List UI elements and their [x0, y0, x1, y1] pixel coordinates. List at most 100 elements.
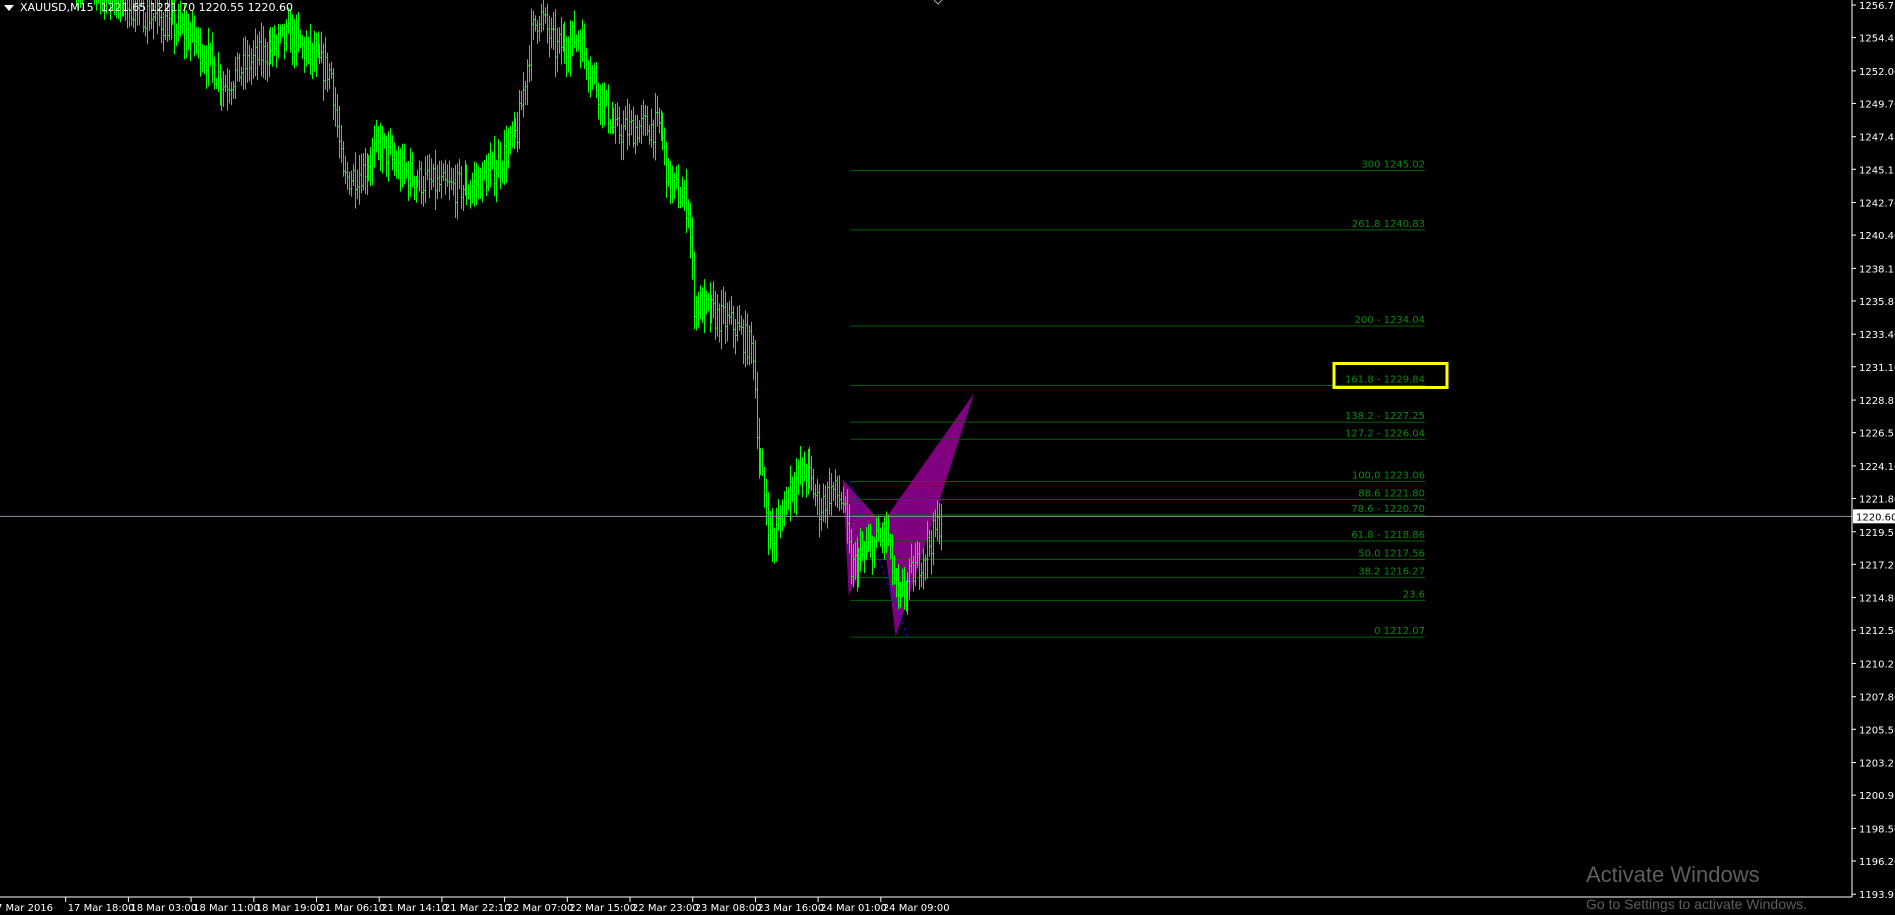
ohlc-bar	[497, 139, 500, 178]
ohlc-bar	[730, 295, 733, 325]
fib-level-label: 61.8 - 1218.86	[1351, 530, 1425, 541]
ohlc-bar	[669, 160, 672, 204]
ohlc-bar	[467, 184, 470, 200]
ohlc-bar	[528, 45, 531, 83]
ohlc-bar	[505, 125, 508, 183]
fib-level-label: 161.8 - 1229.84	[1345, 374, 1425, 385]
ohlc-bar	[177, 3, 180, 42]
ohlc-bar	[307, 36, 310, 65]
ohlc-bar	[714, 290, 717, 340]
ohlc-bar	[646, 105, 649, 136]
ohlc-bar	[293, 18, 296, 69]
ohlc-bar	[589, 56, 592, 98]
ohlc-bar	[162, 11, 165, 52]
ohlc-bar	[675, 165, 678, 190]
ohlc-bar	[546, 3, 549, 44]
ohlc-bar	[520, 90, 523, 111]
ohlc-bar	[618, 106, 621, 145]
ohlc-bar	[191, 9, 194, 43]
price-axis-label: 1249.76	[1859, 99, 1895, 110]
ohlc-bar	[803, 451, 806, 482]
fib-level-label: 0 1212.07	[1374, 626, 1425, 637]
ohlc-bar	[209, 42, 212, 67]
fibonacci-levels[interactable]: 300 1245.02 261.8 1240.83 200 - 1234.04 161…	[849, 160, 1449, 638]
ohlc-bar	[667, 158, 670, 187]
ohlc-bar	[522, 71, 525, 118]
ohlc-bar	[291, 14, 294, 66]
ohlc-bar	[171, 0, 174, 25]
time-axis-label: 23 Mar 08:00	[695, 903, 762, 914]
ohlc-bar	[777, 499, 780, 531]
ohlc-bar	[193, 15, 196, 57]
fib-level-label: 261.8 1240.83	[1352, 219, 1425, 230]
ohlc-bar	[583, 23, 586, 70]
ohlc-bar	[895, 567, 898, 598]
time-axis-label: 18 Mar 19:00	[256, 903, 323, 914]
ohlc-bar	[475, 162, 478, 206]
fib-trendline[interactable]	[849, 481, 909, 638]
scroll-marker-icon[interactable]	[933, 0, 943, 5]
ohlc-bar	[514, 117, 517, 138]
price-axis-label: 1212.56	[1859, 626, 1895, 637]
ohlc-bar	[369, 147, 372, 187]
ohlc-bar	[609, 118, 612, 135]
ohlc-bar	[260, 22, 263, 77]
ohlc-bar	[738, 304, 741, 331]
ohlc-bar	[181, 12, 184, 35]
ohlc-bar	[699, 285, 702, 320]
ohlc-bar	[908, 558, 911, 600]
fib-level-label: 127.2 - 1226.04	[1345, 428, 1425, 439]
ohlc-bar	[622, 110, 625, 161]
ohlc-bar	[138, 0, 140, 26]
ohlc-bar	[752, 335, 755, 380]
ohlc-bar	[201, 44, 204, 73]
ohlc-bar	[797, 459, 800, 495]
ohlc-bar	[883, 516, 886, 560]
ohlc-bar	[565, 36, 568, 78]
ohlc-bar	[303, 36, 306, 73]
fib-level-label: 100.0 1223.06	[1352, 470, 1425, 481]
ohlc-bar	[342, 141, 345, 177]
ohlc-bar	[230, 81, 233, 105]
ohlc-bar	[873, 536, 876, 568]
ohlc-bar	[865, 527, 868, 560]
ohlc-bar	[264, 38, 267, 80]
ohlc-bar	[734, 319, 737, 355]
ohlc-bar	[567, 36, 570, 73]
ohlc-bar	[581, 19, 584, 62]
dropdown-triangle-icon[interactable]	[4, 5, 14, 11]
ohlc-bar	[364, 147, 367, 194]
ohlc-bar	[691, 217, 694, 280]
ohlc-bar	[940, 503, 943, 551]
ohlc-bar	[597, 82, 600, 120]
ohlc-bar	[848, 504, 851, 554]
ohlc-bar	[746, 313, 749, 365]
price-axis-label: 1221.86	[1859, 494, 1895, 505]
ohlc-bar	[614, 103, 617, 144]
ohlc-bar	[395, 150, 398, 179]
ohlc-bar	[450, 167, 453, 191]
ohlc-bar	[877, 515, 880, 542]
fib-level-label: 200 - 1234.04	[1355, 315, 1425, 326]
ohlc-bar	[352, 164, 355, 186]
ohlc-bar	[199, 27, 202, 77]
ohlc-bar	[638, 120, 641, 143]
ohlc-bar	[76, 0, 77, 6]
ohlc-bar	[313, 30, 316, 72]
ohlc-bar	[783, 491, 786, 527]
ohlc-bar	[189, 21, 192, 62]
ohlc-bar	[926, 521, 929, 579]
price-bars	[76, 0, 943, 616]
ohlc-bar	[779, 505, 782, 539]
ohlc-bar	[740, 315, 743, 335]
ohlc-bar	[269, 26, 272, 65]
ohlc-bar	[544, 7, 547, 24]
ohlc-bar	[456, 163, 459, 220]
ohlc-bar	[205, 45, 208, 89]
ohlc-bar	[652, 119, 655, 159]
ohlc-bar	[350, 170, 353, 197]
ohlc-bar	[183, 3, 186, 60]
time-axis-label: 18 Mar 11:00	[193, 903, 260, 914]
ohlc-bar	[136, 0, 139, 26]
